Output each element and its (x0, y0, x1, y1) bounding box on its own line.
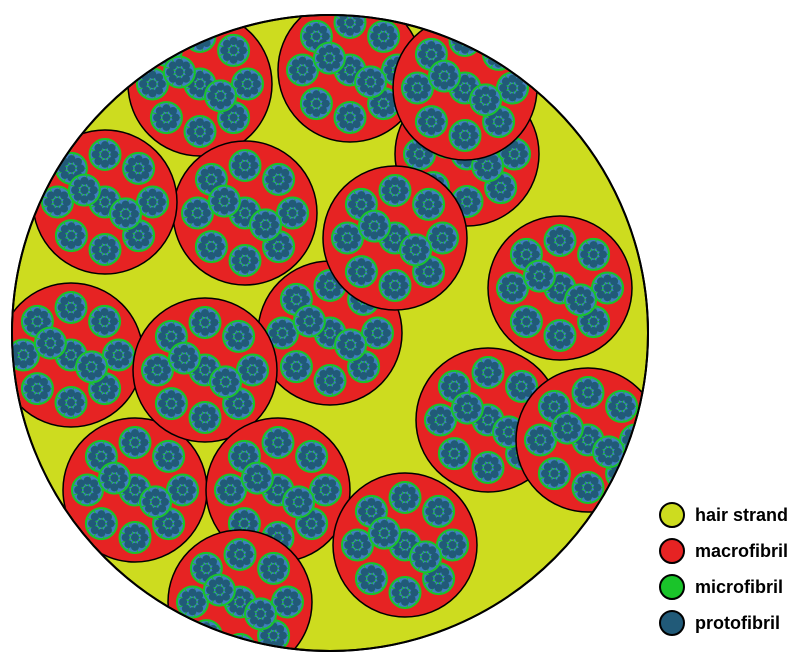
macrofibril-instance (33, 130, 177, 274)
macrofibril-instance (323, 166, 467, 310)
macrofibril-instance (128, 12, 272, 156)
legend-label-protofibril: protofibril (695, 613, 780, 634)
legend: hair strand macrofibril microfibril prot… (659, 502, 788, 636)
legend-swatch-microfibril (659, 574, 685, 600)
macrofibril-instance (168, 530, 312, 666)
macrofibril-instance (516, 368, 660, 512)
legend-item-hair-strand: hair strand (659, 502, 788, 528)
macrofibril-instance (488, 216, 632, 360)
macrofibril-instance (133, 298, 277, 442)
legend-swatch-protofibril (659, 610, 685, 636)
legend-label-microfibril: microfibril (695, 577, 783, 598)
macrofibril-instance (393, 16, 537, 160)
legend-item-macrofibril: macrofibril (659, 538, 788, 564)
macrofibril-instance (173, 141, 317, 285)
legend-swatch-macrofibril (659, 538, 685, 564)
macrofibril-instance (333, 473, 477, 617)
macrofibril-instance (0, 283, 143, 427)
legend-label-hair-strand: hair strand (695, 505, 788, 526)
legend-item-protofibril: protofibril (659, 610, 788, 636)
diagram-container: hair strand macrofibril microfibril prot… (0, 0, 800, 666)
legend-label-macrofibril: macrofibril (695, 541, 788, 562)
legend-swatch-hair-strand (659, 502, 685, 528)
legend-item-microfibril: microfibril (659, 574, 788, 600)
